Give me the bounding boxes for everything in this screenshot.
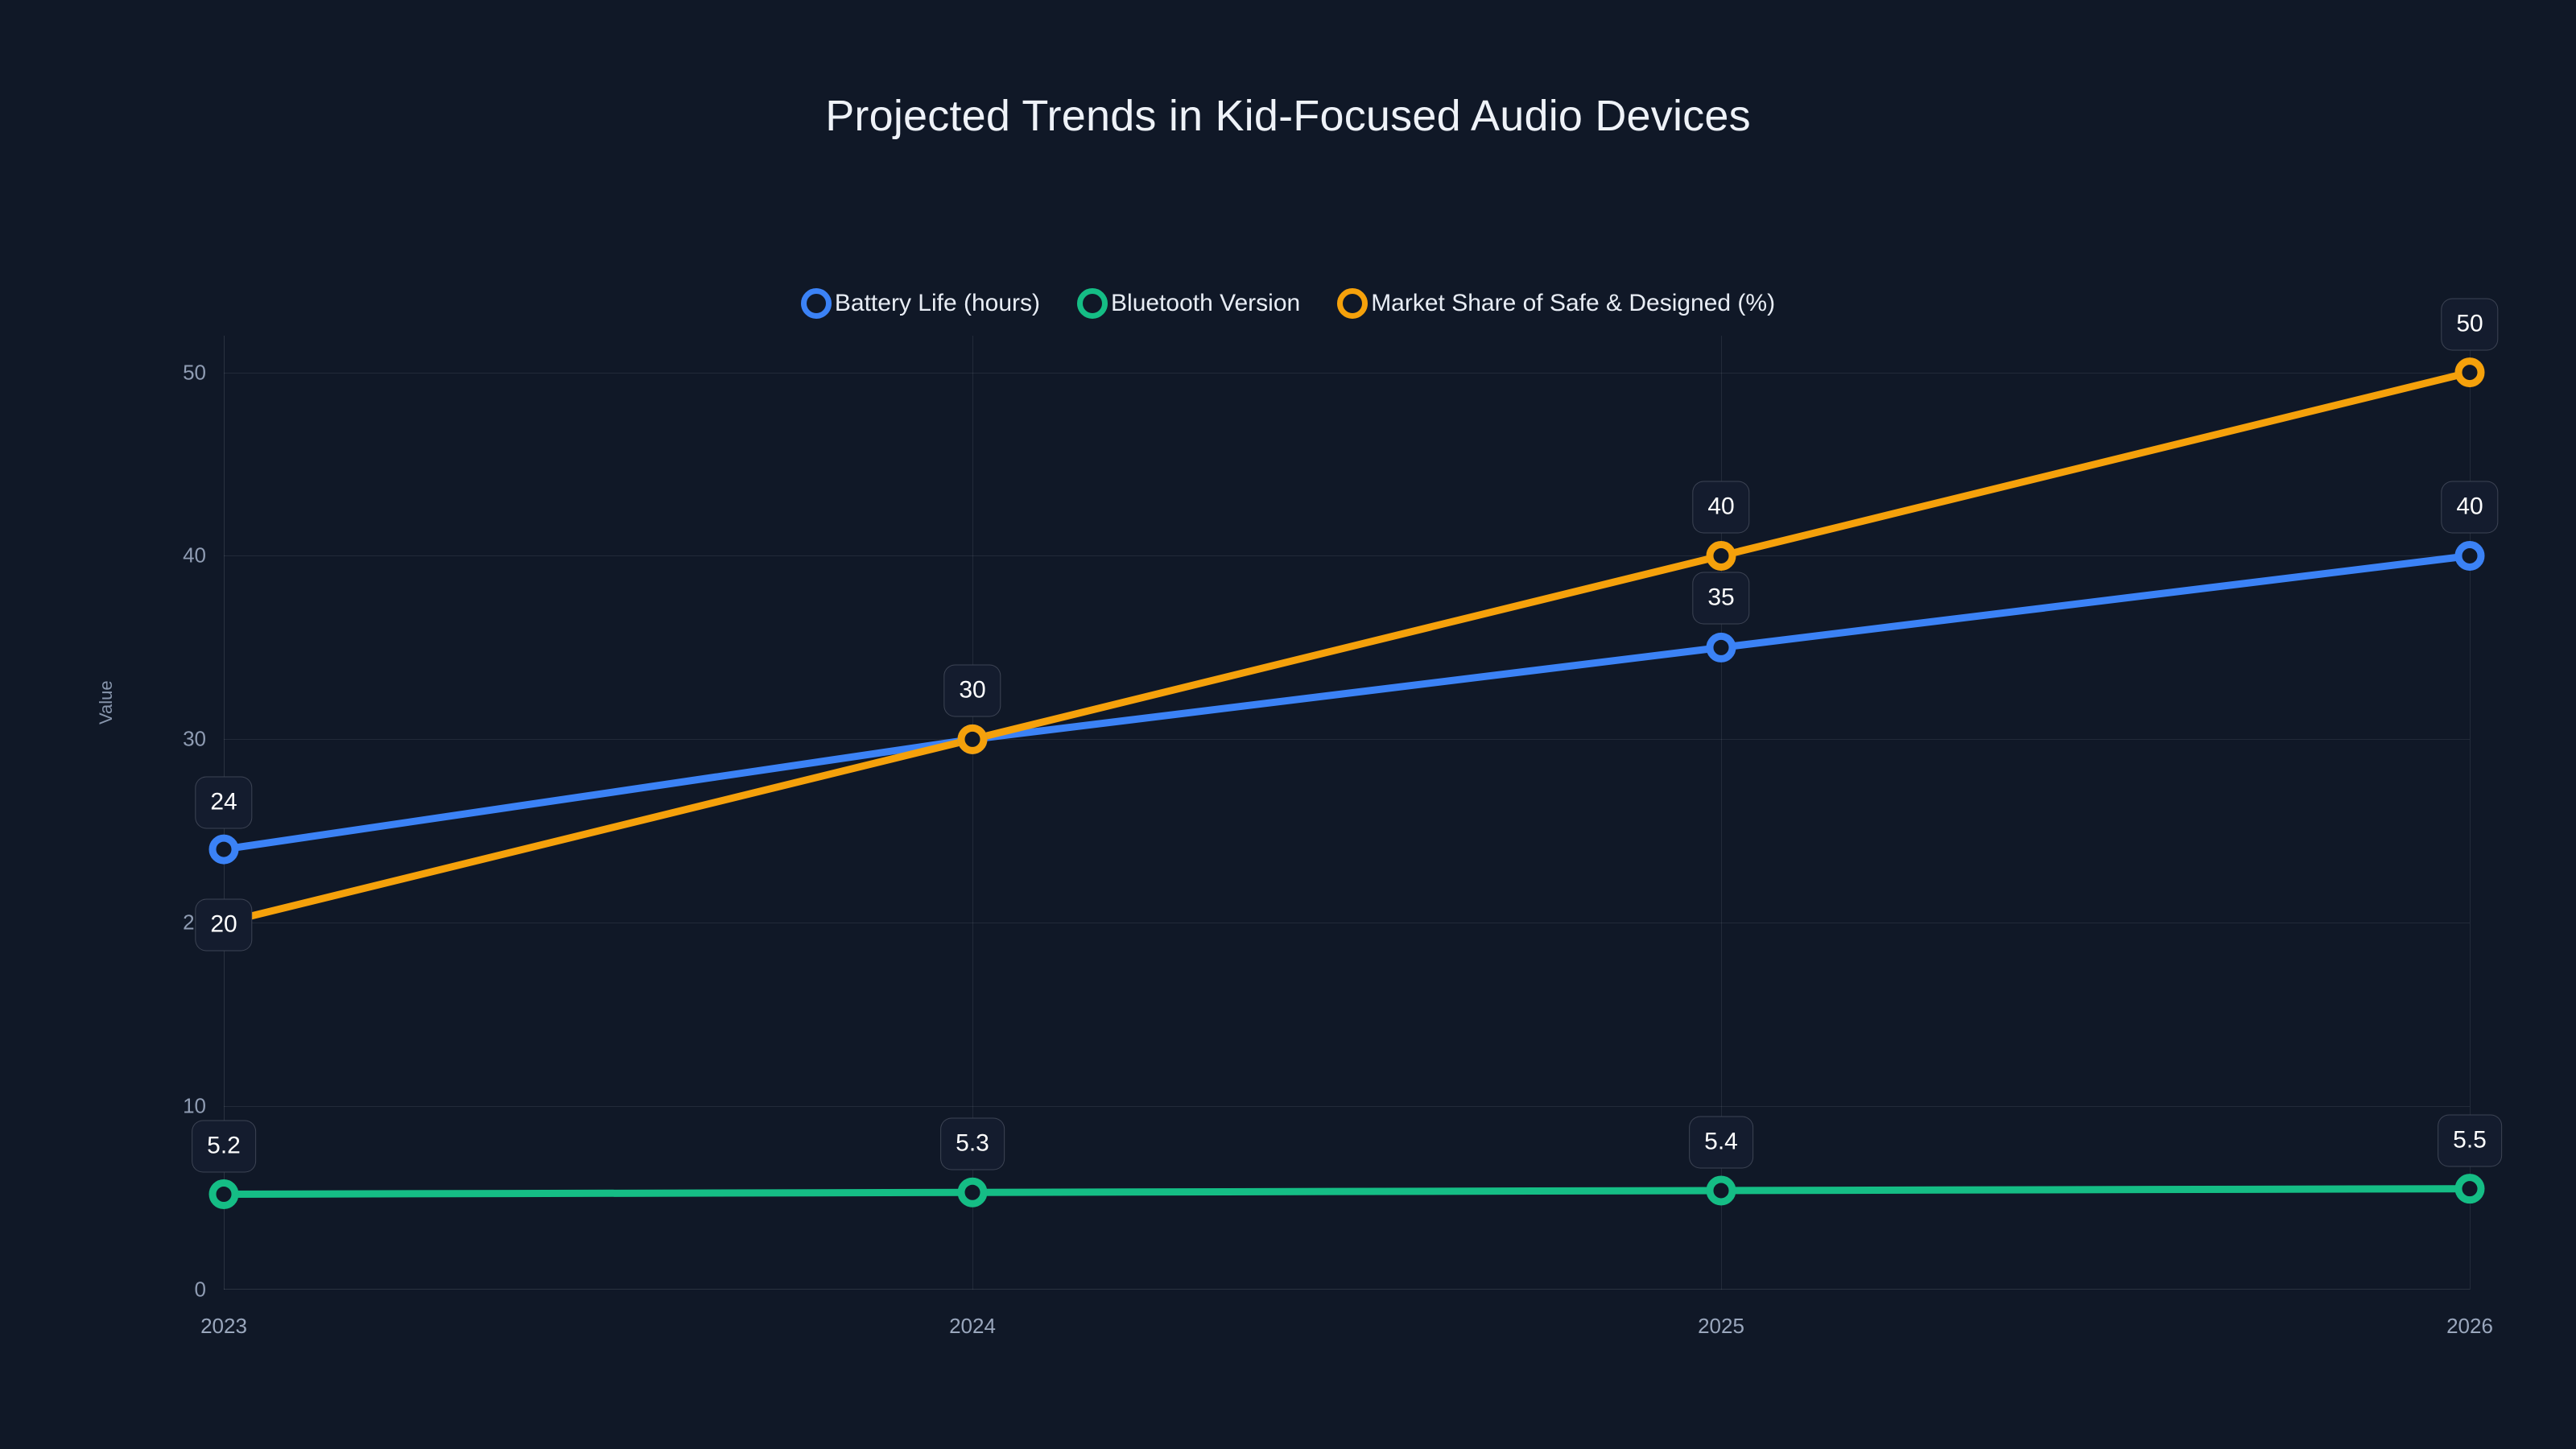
y-axis-tick-label: 0 bbox=[194, 1277, 206, 1302]
x-axis-tick-label: 2023 bbox=[200, 1314, 247, 1338]
legend-item-label: Market Share of Safe & Designed (%) bbox=[1371, 290, 1776, 316]
legend-item-label: Bluetooth Version bbox=[1111, 290, 1301, 316]
point-value-label: 40 bbox=[1692, 481, 1750, 534]
y-axis-tick-label: 10 bbox=[183, 1093, 206, 1118]
series-line-1 bbox=[220, 551, 2474, 853]
data-point-marker[interactable] bbox=[1706, 1175, 1736, 1206]
legend-item-label: Battery Life (hours) bbox=[834, 290, 1041, 316]
point-value-label: 5.5 bbox=[2438, 1114, 2502, 1167]
legend-item-2[interactable]: Bluetooth Version bbox=[1077, 288, 1300, 319]
gridline-vertical bbox=[2470, 336, 2471, 1290]
point-value-label: 5.2 bbox=[192, 1120, 256, 1172]
legend-marker-icon bbox=[1077, 288, 1108, 319]
gridline-horizontal bbox=[224, 739, 2470, 741]
gridline-vertical bbox=[972, 336, 973, 1290]
x-axis-tick-label: 2025 bbox=[1698, 1314, 1744, 1338]
legend-marker-icon bbox=[800, 288, 832, 319]
series-lines bbox=[208, 357, 2485, 1209]
data-point-marker[interactable] bbox=[208, 834, 239, 865]
data-point-marker[interactable] bbox=[957, 724, 988, 754]
point-value-label: 50 bbox=[2441, 298, 2499, 351]
point-value-label: 20 bbox=[195, 898, 253, 952]
gridline-horizontal bbox=[224, 555, 2470, 557]
y-axis-tick-label: 40 bbox=[183, 543, 206, 568]
series-line-2 bbox=[220, 1185, 2474, 1198]
data-point-marker[interactable] bbox=[2454, 357, 2485, 388]
gridline-vertical bbox=[1721, 336, 1722, 1290]
point-value-label: 5.4 bbox=[1689, 1116, 1753, 1169]
point-value-label: 5.3 bbox=[940, 1117, 1005, 1170]
legend-item-1[interactable]: Battery Life (hours) bbox=[800, 288, 1041, 319]
series-line-3 bbox=[220, 369, 2474, 927]
data-point-marker[interactable] bbox=[1706, 632, 1736, 663]
point-value-label: 40 bbox=[2441, 481, 2499, 534]
chart-legend: Battery Life (hours) Bluetooth Version Mar… bbox=[0, 288, 2576, 319]
data-point-marker[interactable] bbox=[2454, 1174, 2485, 1204]
data-point-marker[interactable] bbox=[957, 1177, 988, 1208]
x-axis-line bbox=[224, 1289, 2470, 1290]
x-axis-tick-label: 2024 bbox=[949, 1314, 996, 1338]
data-point-marker[interactable] bbox=[2454, 540, 2485, 571]
data-point-marker[interactable] bbox=[1706, 540, 1736, 571]
y-axis-tick-label: 30 bbox=[183, 726, 206, 751]
y-axis-tick-label: 50 bbox=[183, 360, 206, 385]
chart-title: Projected Trends in Kid-Focused Audio De… bbox=[825, 92, 1751, 140]
point-value-label: 24 bbox=[195, 776, 253, 829]
point-value-label: 30 bbox=[943, 664, 1001, 717]
x-axis-tick-label: 2026 bbox=[2446, 1314, 2493, 1338]
gridline-horizontal bbox=[224, 1106, 2470, 1108]
point-value-label: 35 bbox=[1692, 572, 1750, 625]
legend-marker-icon bbox=[1337, 288, 1368, 319]
data-point-marker[interactable] bbox=[208, 1179, 239, 1209]
plot-area: 24 20 5.2 30 5.3 40 35 5.4 50 40 5.5 bbox=[192, 298, 2502, 1290]
y-axis-label: Value bbox=[96, 680, 116, 724]
gridline-horizontal bbox=[224, 372, 2470, 374]
legend-item-3[interactable]: Market Share of Safe & Designed (%) bbox=[1337, 288, 1775, 319]
